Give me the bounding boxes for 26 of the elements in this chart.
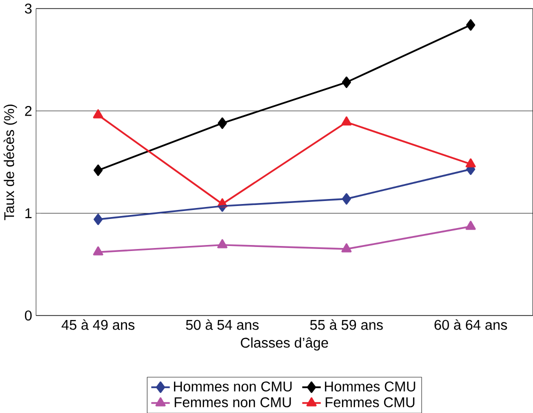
- y-tick-label: 2: [25, 106, 32, 116]
- point: [342, 76, 352, 88]
- point: [93, 109, 104, 118]
- point: [217, 239, 228, 248]
- x-tick-label: 55 à 59 ans: [310, 319, 383, 330]
- point: [466, 220, 476, 230]
- y-axis-title: Taux de décès (%): [4, 104, 17, 220]
- y-tick-label: 3: [24, 3, 32, 14]
- x-tick-label: 60 à 64 ans: [434, 319, 508, 330]
- legend-label: Femmes non CMU: [174, 397, 291, 408]
- point: [218, 117, 227, 129]
- point: [93, 246, 104, 256]
- legend-label: Hommes CMU: [324, 381, 416, 392]
- point: [466, 158, 476, 168]
- point: [341, 243, 352, 252]
- x-tick-label: 50 à 54 ans: [186, 319, 259, 330]
- point: [341, 116, 352, 126]
- point: [94, 213, 103, 225]
- point: [466, 19, 476, 31]
- legend-label: Femmes CMU: [326, 397, 414, 408]
- y-tick-label: 0: [24, 310, 32, 320]
- point: [94, 164, 103, 176]
- y-tick-label: 1: [25, 208, 32, 218]
- legend-label: Hommes non CMU: [174, 381, 292, 392]
- x-tick-label: 45 à 49 ans: [62, 319, 134, 330]
- x-axis-title: Classes d’âge: [240, 337, 328, 350]
